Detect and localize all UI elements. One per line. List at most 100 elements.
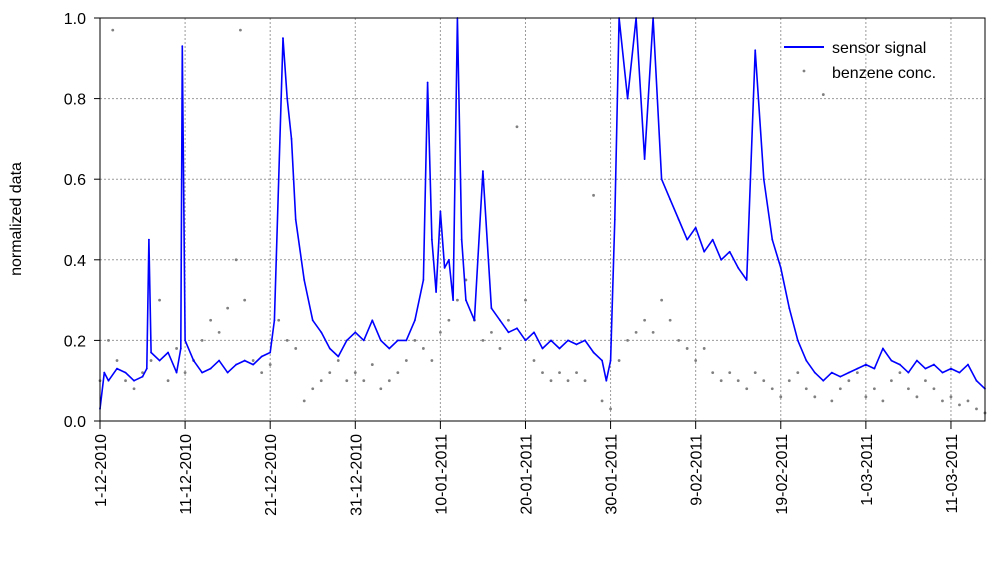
data-point bbox=[864, 363, 867, 366]
data-point bbox=[889, 379, 893, 383]
data-point bbox=[736, 379, 740, 383]
data-point bbox=[771, 238, 774, 241]
data-point bbox=[821, 93, 825, 96]
data-point bbox=[413, 339, 417, 342]
data-point bbox=[158, 359, 161, 362]
data-point bbox=[566, 379, 570, 383]
data-point bbox=[179, 347, 182, 350]
plot-frame bbox=[99, 17, 986, 422]
data-point bbox=[115, 359, 119, 362]
data-point bbox=[847, 371, 850, 374]
data-point bbox=[583, 379, 587, 383]
data-point bbox=[941, 371, 944, 374]
x-tick-label: 1-12-2010 bbox=[93, 434, 110, 507]
data-point bbox=[426, 81, 429, 84]
data-point bbox=[286, 97, 289, 100]
data-point bbox=[856, 367, 859, 370]
data-point bbox=[184, 339, 186, 342]
data-point bbox=[490, 307, 493, 310]
x-tick-label: 20-01-2011 bbox=[518, 434, 535, 515]
data-point bbox=[103, 371, 106, 374]
y-tick-label: 0.0 bbox=[64, 414, 86, 431]
x-tick-label: 11-12-2010 bbox=[178, 434, 195, 515]
data-point bbox=[787, 379, 791, 383]
data-point bbox=[435, 291, 438, 293]
data-point bbox=[124, 379, 127, 383]
data-point bbox=[438, 330, 442, 334]
data-point bbox=[549, 379, 553, 383]
data-point bbox=[779, 266, 782, 269]
x-tick-label: 30-01-2011 bbox=[604, 434, 621, 515]
x-tick-label: 10-01-2011 bbox=[433, 434, 450, 515]
data-point bbox=[541, 371, 544, 375]
x-tick-labels: 1-12-2010 11-12-2010 21-12-2010 31-12-2010 1… bbox=[93, 434, 961, 516]
data-point bbox=[251, 359, 255, 362]
legend-label-sensor-signal: sensor signal bbox=[832, 40, 926, 57]
y-tick-label: 0.2 bbox=[64, 333, 86, 350]
data-point bbox=[443, 266, 446, 269]
data-point bbox=[575, 371, 578, 375]
data-point bbox=[158, 298, 161, 302]
data-point bbox=[183, 371, 187, 375]
data-point bbox=[217, 330, 221, 334]
data-point bbox=[150, 351, 152, 354]
data-point bbox=[898, 371, 902, 375]
data-point bbox=[370, 363, 374, 366]
data-point bbox=[702, 347, 706, 350]
legend-label-benzene-conc: benzene conc. bbox=[832, 65, 936, 82]
data-point bbox=[813, 371, 816, 374]
series-sensor-signal bbox=[99, 17, 986, 410]
data-point bbox=[396, 371, 400, 375]
legend-marker-benzene-conc bbox=[802, 69, 806, 73]
data-point bbox=[541, 347, 544, 350]
data-point bbox=[933, 363, 935, 366]
data-point bbox=[958, 371, 961, 374]
data-point bbox=[353, 371, 357, 375]
data-point bbox=[107, 339, 110, 342]
data-point bbox=[507, 331, 510, 334]
data-point bbox=[498, 347, 502, 350]
data-point bbox=[387, 379, 391, 383]
data-point bbox=[422, 279, 425, 281]
data-point bbox=[838, 387, 842, 391]
data-point bbox=[975, 379, 978, 382]
data-point bbox=[558, 371, 561, 375]
data-point bbox=[311, 387, 315, 391]
data-point bbox=[320, 331, 323, 334]
data-point bbox=[558, 347, 561, 350]
data-point bbox=[413, 319, 416, 322]
data-point bbox=[260, 355, 263, 358]
data-point bbox=[728, 250, 731, 253]
data-point bbox=[430, 359, 434, 362]
data-point bbox=[260, 371, 264, 375]
data-point bbox=[669, 198, 672, 201]
data-point bbox=[592, 193, 595, 197]
data-point bbox=[737, 266, 740, 269]
data-point bbox=[779, 395, 783, 399]
data-point bbox=[145, 367, 148, 370]
data-point bbox=[328, 347, 331, 350]
x-tick-label: 9-02-2011 bbox=[689, 434, 706, 506]
data-point bbox=[175, 371, 178, 374]
legend: sensor signal benzene conc. bbox=[784, 40, 936, 82]
data-point bbox=[660, 298, 664, 302]
data-point bbox=[694, 226, 697, 229]
data-point bbox=[711, 371, 715, 375]
data-point bbox=[924, 367, 927, 370]
y-tick-label: 1.0 bbox=[64, 11, 86, 28]
data-point bbox=[830, 399, 834, 403]
data-point bbox=[958, 403, 961, 407]
series-line bbox=[99, 17, 986, 409]
data-point bbox=[613, 218, 616, 221]
data-point bbox=[626, 339, 629, 342]
data-point bbox=[290, 138, 293, 140]
data-point bbox=[421, 347, 425, 350]
data-point bbox=[337, 355, 340, 358]
data-point bbox=[516, 327, 518, 330]
data-point bbox=[354, 331, 357, 334]
data-point bbox=[490, 330, 493, 334]
data-point bbox=[282, 37, 284, 40]
data-point bbox=[175, 347, 178, 350]
x-tick-label: 19-02-2011 bbox=[774, 434, 791, 515]
